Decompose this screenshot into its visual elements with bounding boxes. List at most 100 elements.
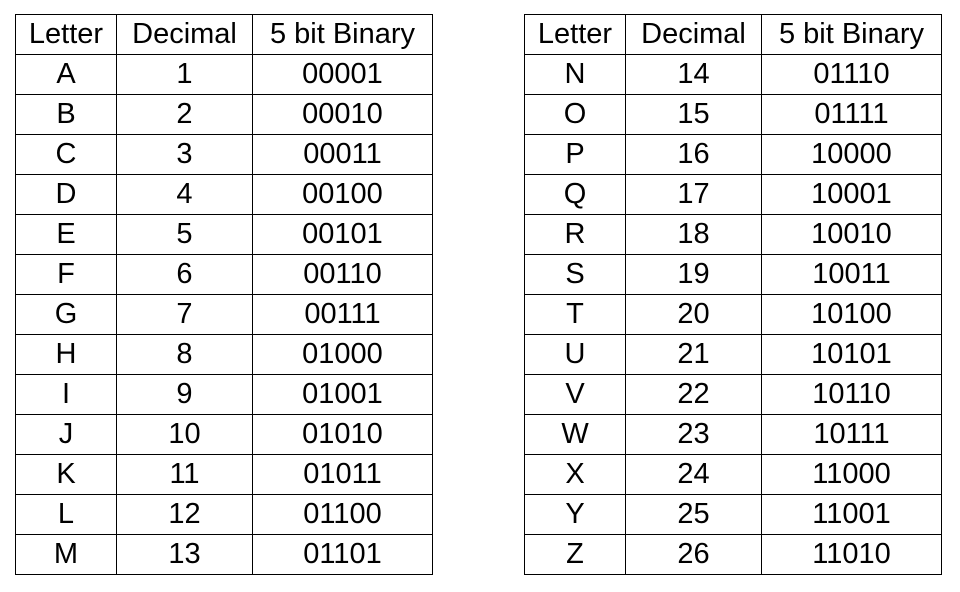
binary-cell: 10101	[761, 334, 942, 375]
decimal-cell: 1	[116, 54, 253, 95]
decimal-cell: 17	[625, 174, 762, 215]
binary-cell: 01000	[252, 334, 433, 375]
decimal-cell: 13	[116, 534, 253, 575]
binary-cell: 11000	[761, 454, 942, 495]
decimal-cell: 4	[116, 174, 253, 215]
table-row: S 19 10011	[524, 254, 942, 295]
decimal-cell: 11	[116, 454, 253, 495]
decimal-cell: 21	[625, 334, 762, 375]
binary-cell: 01010	[252, 414, 433, 455]
decimal-cell: 18	[625, 214, 762, 255]
letter-cell: B	[15, 94, 117, 135]
decimal-column-header: Decimal	[116, 14, 253, 55]
table-row: C 3 00011	[15, 134, 433, 175]
binary-cell: 11010	[761, 534, 942, 575]
letter-column-header: Letter	[15, 14, 117, 55]
letter-cell: N	[524, 54, 626, 95]
decimal-cell: 24	[625, 454, 762, 495]
decimal-cell: 23	[625, 414, 762, 455]
letter-cell: G	[15, 294, 117, 335]
letter-cell: A	[15, 54, 117, 95]
table-row: G 7 00111	[15, 294, 433, 335]
letter-cell: M	[15, 534, 117, 575]
table-row: I 9 01001	[15, 374, 433, 415]
letter-cell: D	[15, 174, 117, 215]
binary-cell: 01101	[252, 534, 433, 575]
table-row: V 22 10110	[524, 374, 942, 415]
letter-cell: C	[15, 134, 117, 175]
letter-cell: S	[524, 254, 626, 295]
header-row: Letter Decimal 5 bit Binary	[524, 14, 942, 55]
binary-cell: 01011	[252, 454, 433, 495]
table-row: D 4 00100	[15, 174, 433, 215]
decimal-cell: 26	[625, 534, 762, 575]
binary-cell: 00101	[252, 214, 433, 255]
letter-cell: U	[524, 334, 626, 375]
binary-column-header: 5 bit Binary	[761, 14, 942, 55]
decimal-cell: 5	[116, 214, 253, 255]
letter-cell: V	[524, 374, 626, 415]
binary-cell: 10000	[761, 134, 942, 175]
table-row: X 24 11000	[524, 454, 942, 495]
letter-cell: O	[524, 94, 626, 135]
letter-cell: Z	[524, 534, 626, 575]
decimal-cell: 9	[116, 374, 253, 415]
decimal-cell: 3	[116, 134, 253, 175]
table-row: F 6 00110	[15, 254, 433, 295]
decimal-cell: 22	[625, 374, 762, 415]
table-row: E 5 00101	[15, 214, 433, 255]
letter-cell: W	[524, 414, 626, 455]
decimal-cell: 20	[625, 294, 762, 335]
binary-cell: 10010	[761, 214, 942, 255]
letter-cell: X	[524, 454, 626, 495]
table-row: K 11 01011	[15, 454, 433, 495]
table-row: Q 17 10001	[524, 174, 942, 215]
binary-cell: 00011	[252, 134, 433, 175]
letter-cell: K	[15, 454, 117, 495]
letter-cell: I	[15, 374, 117, 415]
binary-cell: 10111	[761, 414, 942, 455]
header-row: Letter Decimal 5 bit Binary	[15, 14, 433, 55]
decimal-cell: 7	[116, 294, 253, 335]
decimal-cell: 12	[116, 494, 253, 535]
letter-cell: R	[524, 214, 626, 255]
table-row: M 13 01101	[15, 534, 433, 575]
letter-cell: J	[15, 414, 117, 455]
decimal-column-header: Decimal	[625, 14, 762, 55]
binary-cell: 10100	[761, 294, 942, 335]
table-row: J 10 01010	[15, 414, 433, 455]
binary-cell: 10011	[761, 254, 942, 295]
table-row: Z 26 11010	[524, 534, 942, 575]
letter-column-header: Letter	[524, 14, 626, 55]
letter-cell: T	[524, 294, 626, 335]
table-row: P 16 10000	[524, 134, 942, 175]
binary-cell: 00110	[252, 254, 433, 295]
table-row: O 15 01111	[524, 94, 942, 135]
letter-cell: Q	[524, 174, 626, 215]
letter-cell: H	[15, 334, 117, 375]
binary-cell: 00111	[252, 294, 433, 335]
binary-column-header: 5 bit Binary	[252, 14, 433, 55]
letter-cell: Y	[524, 494, 626, 535]
binary-cell: 01100	[252, 494, 433, 535]
binary-cell: 01111	[761, 94, 942, 135]
binary-cell: 00100	[252, 174, 433, 215]
decimal-cell: 19	[625, 254, 762, 295]
binary-cell: 10110	[761, 374, 942, 415]
table-body: A 1 00001 B 2 00010 C 3 00011 D 4 00100 E 5 00101 F 6 001…	[15, 54, 433, 575]
table-row: Y 25 11001	[524, 494, 942, 535]
decimal-cell: 15	[625, 94, 762, 135]
decimal-cell: 2	[116, 94, 253, 135]
decimal-cell: 10	[116, 414, 253, 455]
letter-code-table-a-to-m: Letter Decimal 5 bit Binary A 1 00001 B 2 000…	[15, 14, 433, 575]
binary-cell: 00001	[252, 54, 433, 95]
decimal-cell: 16	[625, 134, 762, 175]
table-row: W 23 10111	[524, 414, 942, 455]
decimal-cell: 14	[625, 54, 762, 95]
binary-cell: 11001	[761, 494, 942, 535]
table-row: L 12 01100	[15, 494, 433, 535]
binary-cell: 00010	[252, 94, 433, 135]
letter-cell: E	[15, 214, 117, 255]
table-body: N 14 01110 O 15 01111 P 16 10000 Q 17 10001 R 18 10010…	[524, 54, 942, 575]
binary-cell: 01001	[252, 374, 433, 415]
